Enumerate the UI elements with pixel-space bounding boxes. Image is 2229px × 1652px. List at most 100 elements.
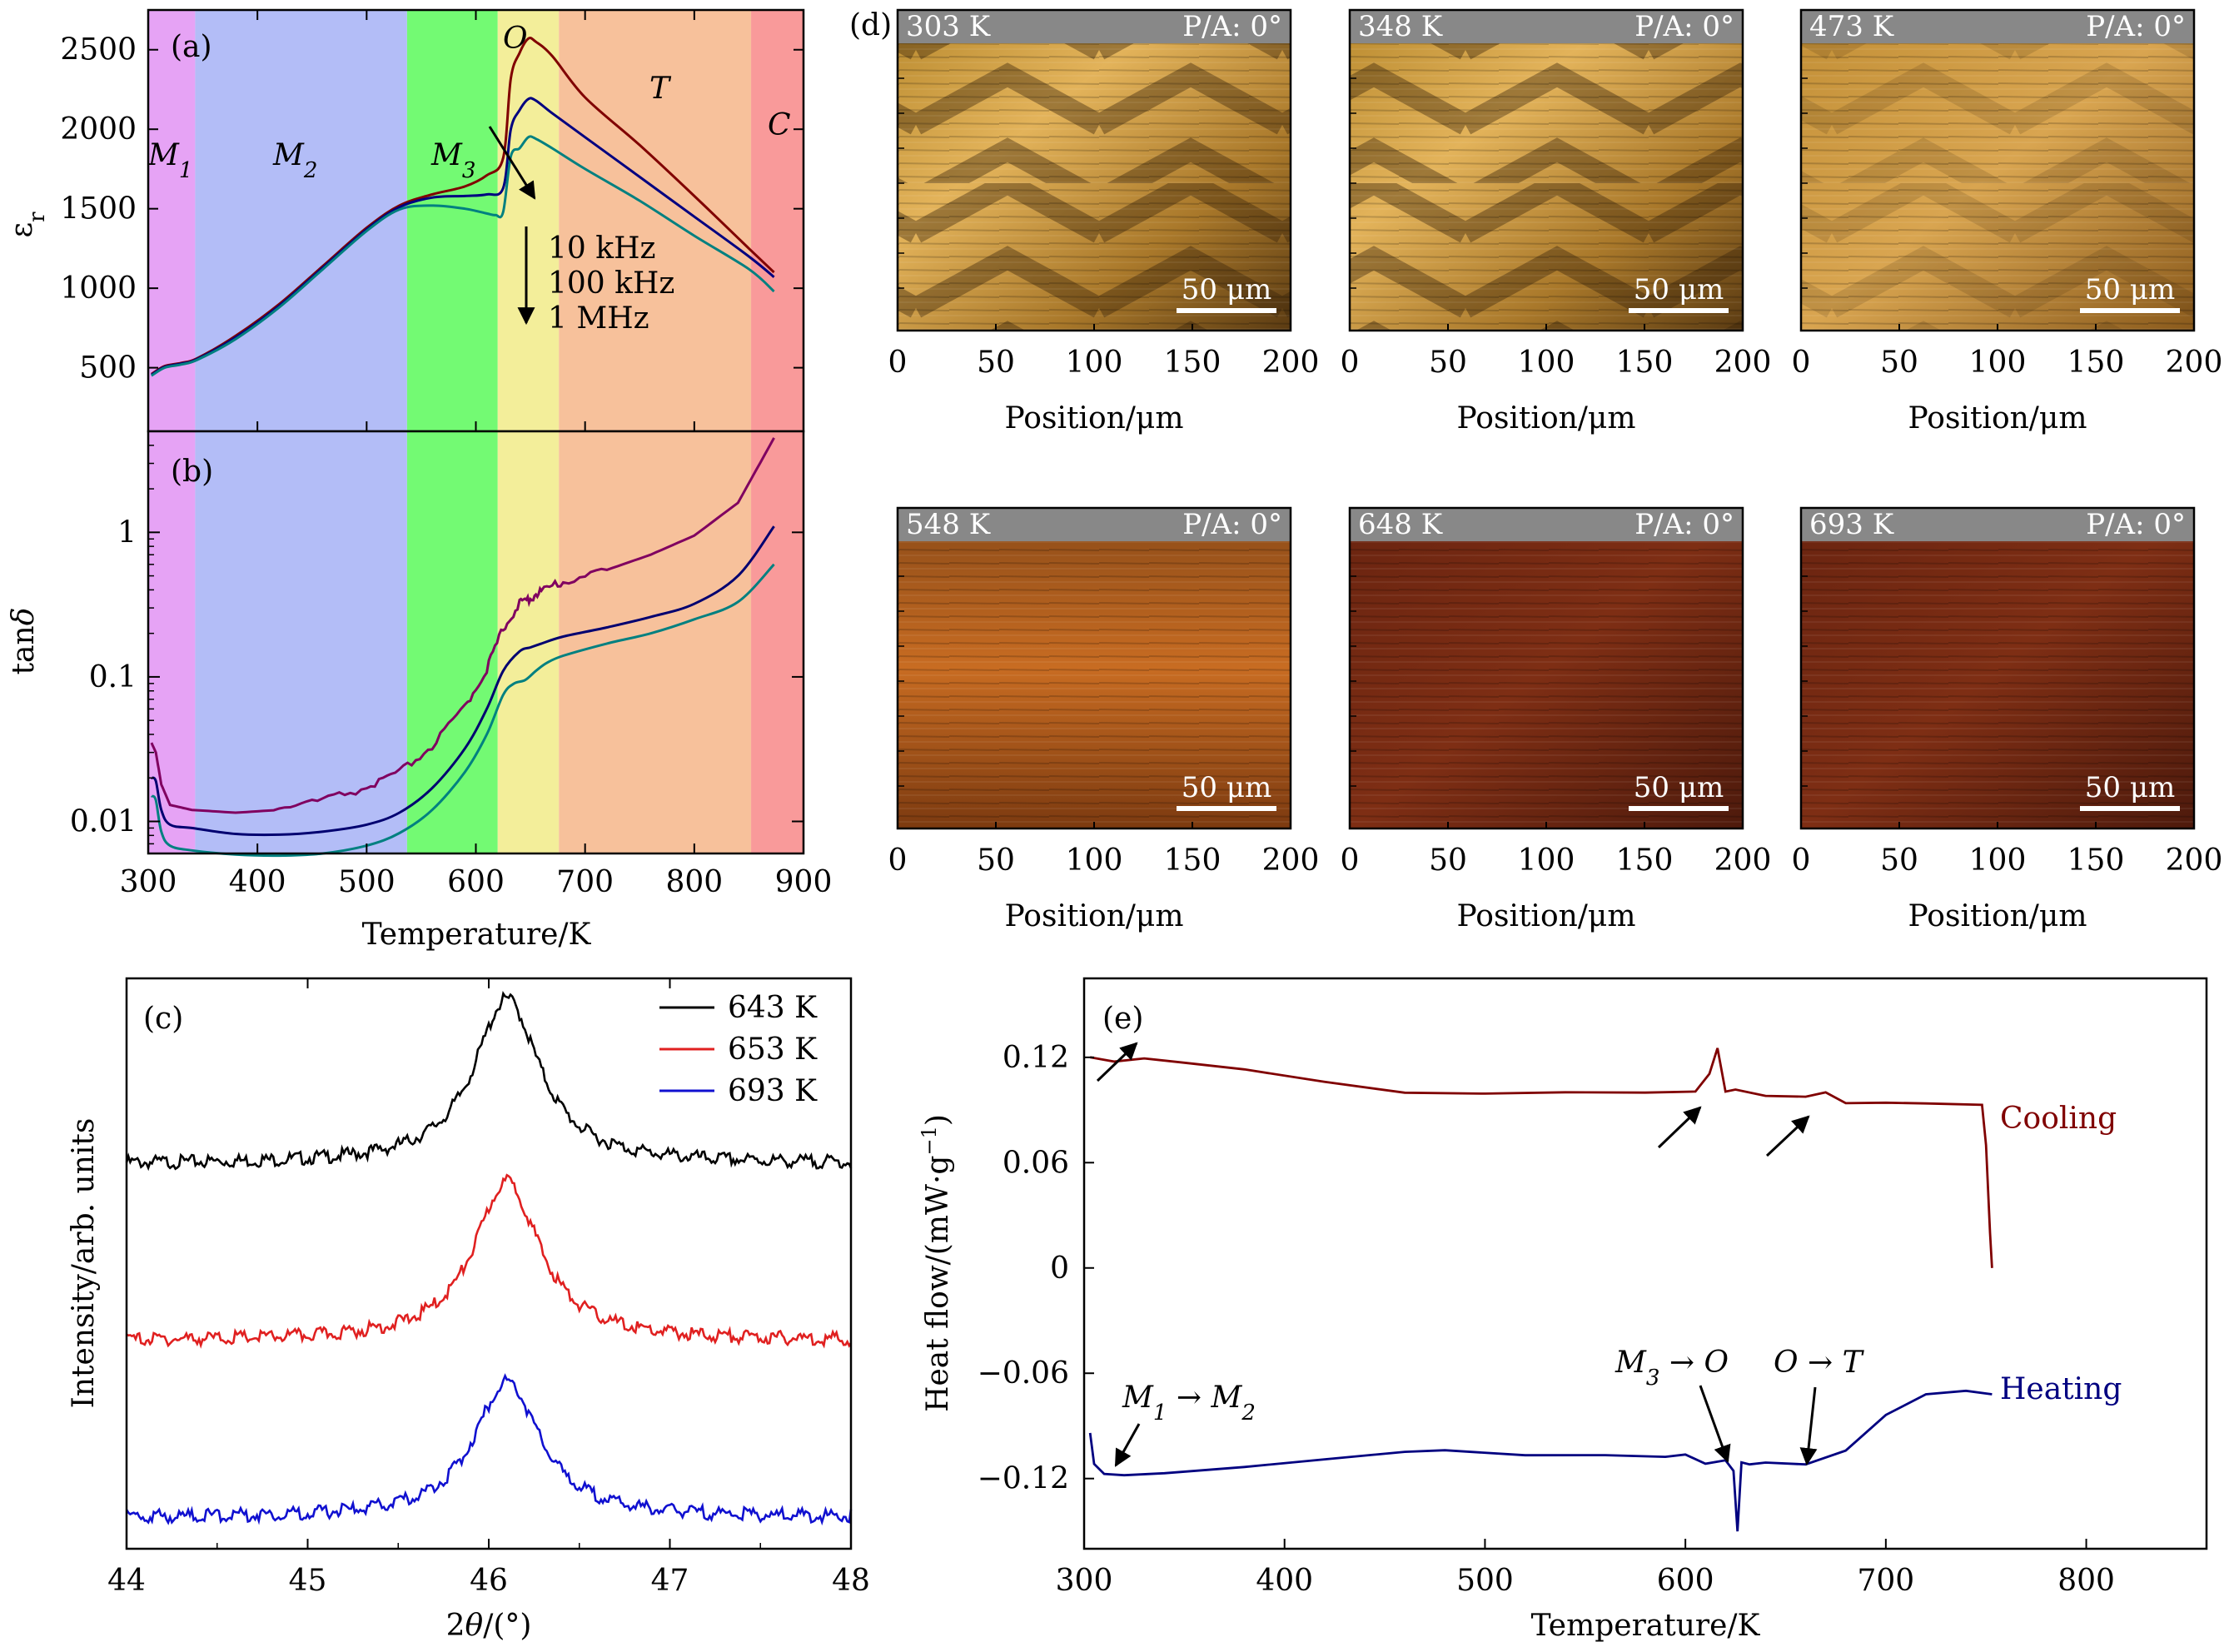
x-tick-label-b: 400 — [229, 865, 286, 899]
x-tick-label-e: 300 — [1056, 1564, 1113, 1598]
micrograph-temperature: 548 K — [906, 508, 991, 541]
micrograph-x-tick-label: 0 — [1341, 346, 1360, 380]
micrograph-x-tick-label: 100 — [1969, 843, 2027, 878]
y-tick-label-b: 0.01 — [70, 804, 137, 838]
scale-bar-label: 50 μm — [1182, 273, 1271, 306]
series-line-a-2 — [151, 135, 775, 377]
panel-b-loss-tangent: 0.01 0.1 1 300 400 500 600 700 800 900 (b) Temperat… — [7, 430, 832, 952]
panel-label-a: (a) — [171, 30, 212, 64]
legend-label-c-1: 653 K — [728, 1032, 818, 1067]
y-tick-label-b: 1 — [117, 515, 137, 550]
phase-label-m1: M1 — [147, 138, 192, 183]
x-tick-label-b: 300 — [120, 865, 177, 899]
y-axis-label-c: Intensity/arb. units — [67, 1118, 101, 1409]
micrograph-x-tick-label: 150 — [1164, 346, 1221, 380]
phase-label-m3: M3 — [430, 138, 475, 183]
arrow-cooling-2 — [1657, 1106, 1702, 1149]
micrograph-x-tick-label: 0 — [1341, 843, 1360, 878]
y-axis-label-e: Heat flow/(mW·g−1) — [918, 1114, 955, 1412]
y-tick-label-a: 1500 — [60, 192, 137, 226]
series-line-c-1 — [126, 1173, 853, 1349]
phase-region-b-m2 — [195, 431, 407, 853]
x-tick-label-e: 400 — [1256, 1564, 1313, 1598]
y-tick-label-a: 2500 — [60, 33, 137, 67]
y-tick-label-e: 0 — [1050, 1251, 1069, 1286]
arrow-heating-ot — [1799, 1386, 1818, 1466]
panel-label-b: (b) — [171, 455, 213, 489]
micrograph-x-tick-label: 0 — [888, 346, 908, 380]
y-tick-label-e: −0.06 — [978, 1356, 1069, 1391]
phase-label-o: O — [503, 22, 528, 56]
panel-label-e: (e) — [1102, 1002, 1143, 1036]
series-line-c-2 — [125, 1373, 853, 1526]
arrow-heating-m1m2 — [1114, 1423, 1141, 1467]
x-tick-label-b: 800 — [665, 865, 723, 899]
micrograph-polarizer: P/A: 0° — [1182, 10, 1282, 43]
y-tick-label-e: −0.12 — [978, 1462, 1069, 1496]
micrograph-polarizer: P/A: 0° — [2086, 10, 2186, 43]
micrograph-x-tick-label: 50 — [977, 346, 1015, 380]
micrograph-3: 548 K P/A: 0° 50 μm 0 50 100 150 200 Position/μm — [888, 506, 1320, 933]
cooling-label: Cooling — [2000, 1102, 2117, 1136]
micrograph-x-tick-label: 100 — [1518, 346, 1575, 380]
phase-region-b-t — [559, 431, 752, 853]
micrograph-x-tick-label: 200 — [1714, 843, 1772, 878]
micrograph-x-tick-label: 0 — [1792, 346, 1811, 380]
scale-bar-label: 50 μm — [1634, 771, 1724, 804]
micrograph-x-tick-label: 150 — [1164, 843, 1221, 878]
micrograph-x-tick-label: 50 — [1880, 843, 1918, 878]
micrograph-x-tick-label: 200 — [1262, 346, 1320, 380]
phase-label-t: T — [649, 72, 672, 106]
micrograph-x-tick-label: 200 — [1714, 346, 1772, 380]
phase-region-b-c — [751, 431, 804, 853]
panel-label-c: (c) — [143, 1002, 183, 1036]
micrograph-0: 303 K P/A: 0° 50 μm 0 50 100 150 200 Position/μm — [888, 8, 1320, 435]
legend-label-c-2: 693 K — [728, 1074, 818, 1108]
x-tick-label-c: 47 — [651, 1564, 689, 1598]
series-line-c-0 — [125, 990, 853, 1172]
micrograph-header-bar — [1350, 508, 1743, 541]
x-axis-label-c: 2θ/(°) — [446, 1609, 532, 1643]
scale-bar-label: 50 μm — [2085, 771, 2175, 804]
x-tick-label-e: 600 — [1657, 1564, 1714, 1598]
phase-region-b-m3 — [406, 431, 498, 853]
micrograph-temperature: 473 K — [1809, 10, 1894, 43]
micrograph-x-axis-label: Position/μm — [1908, 401, 2087, 435]
y-axis-label-b: tanδ — [7, 608, 41, 675]
panel-c-xrd: 44 45 46 47 48 (c) 2θ/(°) Intensity/arb. units 6… — [67, 977, 870, 1643]
scratch-texture — [1350, 508, 1743, 828]
micrograph-x-tick-label: 150 — [2067, 346, 2125, 380]
micrograph-x-tick-label: 100 — [1066, 843, 1123, 878]
series-line-e-0 — [1089, 1047, 1993, 1268]
micrograph-polarizer: P/A: 0° — [2086, 508, 2186, 541]
annotation-o-t: O → T — [1774, 1346, 1865, 1380]
arrow-cooling-3 — [1765, 1115, 1810, 1157]
x-axis-label-e: Temperature/K — [1531, 1609, 1761, 1643]
frequency-label-1: 100 kHz — [548, 266, 674, 301]
y-tick-label-e: 0.12 — [1003, 1041, 1069, 1075]
series-line-b-0 — [150, 437, 775, 814]
arrow-cooling-1 — [1096, 1042, 1138, 1082]
micrograph-x-tick-label: 200 — [2166, 346, 2223, 380]
y-tick-label-a: 500 — [79, 351, 137, 386]
micrograph-x-tick-label: 150 — [1616, 843, 1674, 878]
scratch-texture — [1801, 508, 2194, 828]
micrograph-x-axis-label: Position/μm — [1908, 899, 2087, 933]
y-tick-label-a: 1000 — [60, 271, 137, 306]
legend-label-c-0: 643 K — [728, 991, 818, 1025]
series-line-a-0 — [151, 37, 775, 376]
phase-region-c — [751, 10, 804, 431]
micrograph-x-axis-label: Position/μm — [1457, 401, 1636, 435]
micrograph-polarizer: P/A: 0° — [1634, 10, 1734, 43]
micrograph-polarizer: P/A: 0° — [1182, 508, 1282, 541]
annotation-m1-m2: M1 → M2 — [1122, 1381, 1256, 1426]
micrograph-x-tick-label: 100 — [1518, 843, 1575, 878]
micrograph-header-bar — [898, 508, 1291, 541]
micrograph-x-tick-label: 200 — [1262, 843, 1320, 878]
phase-region-b-m1 — [148, 431, 196, 853]
micrograph-header-bar — [1801, 508, 2194, 541]
micrograph-temperature: 348 K — [1358, 10, 1443, 43]
series-line-b-1 — [150, 525, 775, 837]
